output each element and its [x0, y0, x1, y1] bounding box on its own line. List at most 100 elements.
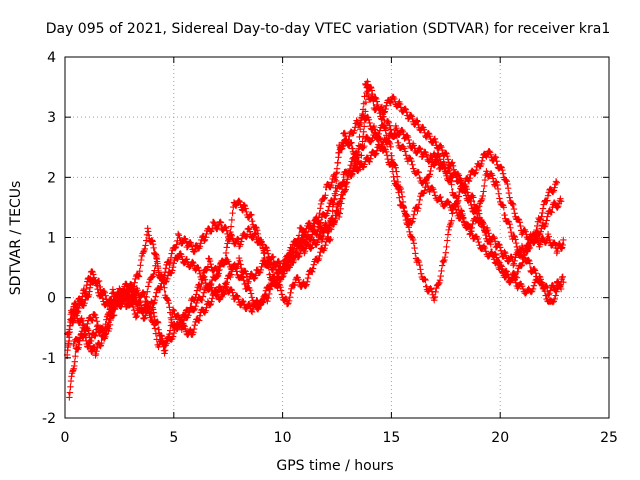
data-point: [190, 302, 193, 305]
data-point: [433, 140, 437, 143]
data-point: [83, 290, 86, 293]
data-point: [224, 254, 228, 257]
data-point: [355, 121, 358, 125]
data-point: [216, 290, 219, 293]
data-point: [342, 176, 345, 179]
data-point: [70, 320, 73, 323]
data-point: [250, 218, 254, 221]
data-point: [89, 272, 93, 275]
data-point: [198, 314, 202, 317]
data-point: [70, 308, 73, 311]
data-point: [527, 290, 530, 293]
data-point: [224, 284, 228, 287]
data-point: [538, 278, 541, 281]
data-point: [100, 338, 104, 341]
data-point: [185, 242, 189, 245]
data-point: [268, 272, 271, 275]
x-tick-labels: 0 5 10 15 20 25: [61, 430, 618, 446]
x-tick-label: 0: [61, 430, 70, 446]
data-point: [92, 278, 95, 281]
data-point: [285, 302, 289, 305]
data-point: [102, 332, 106, 335]
data-point: [385, 121, 389, 125]
data-point: [181, 320, 184, 323]
data-point: [176, 254, 180, 257]
data-point: [94, 350, 97, 354]
data-point: [433, 296, 437, 299]
x-tick-label: 10: [274, 430, 292, 446]
data-point: [259, 242, 263, 245]
data-point: [250, 308, 254, 311]
data-point: [255, 302, 258, 305]
y-axis-label: SDTVAR / TECUs: [8, 181, 24, 296]
data-point: [298, 242, 302, 245]
data-point: [516, 284, 519, 287]
data-point: [113, 308, 117, 311]
data-point: [366, 79, 369, 83]
data-point: [559, 200, 563, 203]
data-point: [277, 272, 280, 275]
data-point: [324, 188, 328, 191]
data-point: [85, 296, 88, 299]
data-point: [246, 230, 249, 233]
data-point: [100, 296, 104, 299]
data-point: [159, 284, 162, 287]
data-point: [118, 290, 121, 293]
data-point: [74, 350, 78, 354]
data-point: [220, 296, 223, 299]
data-point: [311, 266, 315, 269]
data-point: [157, 344, 160, 347]
data-point: [320, 218, 323, 221]
data-point: [146, 302, 149, 305]
data-point: [459, 188, 463, 191]
data-point: [172, 308, 175, 311]
data-point: [403, 134, 406, 137]
data-point: [68, 392, 71, 396]
data-point: [396, 140, 400, 143]
data-point: [442, 152, 445, 155]
data-point: [390, 164, 393, 167]
data-point: [346, 176, 350, 179]
data-point: [494, 260, 498, 263]
data-point: [512, 236, 515, 239]
data-point: [407, 158, 411, 161]
data-point: [451, 188, 454, 191]
data-point: [516, 272, 519, 275]
data-point: [168, 272, 171, 275]
y-tick-labels: -2 -1 0 1 2 3 4: [42, 50, 56, 427]
data-point: [372, 103, 376, 107]
data-point: [135, 290, 139, 293]
data-point: [429, 158, 432, 161]
data-point: [153, 248, 156, 251]
data-point: [483, 248, 487, 251]
data-point: [111, 290, 115, 293]
data-point: [298, 230, 302, 233]
data-point: [418, 176, 421, 179]
data-point: [194, 266, 197, 269]
data-point: [242, 302, 245, 305]
data-point: [512, 260, 515, 263]
data-point: [190, 308, 193, 311]
data-point: [303, 248, 306, 251]
data-point: [333, 176, 337, 179]
data-point: [137, 272, 141, 275]
data-point: [562, 278, 565, 281]
y-tick-label: 3: [47, 110, 56, 126]
data-point: [442, 260, 445, 263]
data-point: [185, 260, 189, 263]
data-point: [233, 296, 236, 299]
data-point: [316, 230, 319, 233]
data-point: [468, 176, 471, 179]
data-point: [337, 212, 341, 215]
data-point: [433, 152, 437, 155]
data-point: [364, 140, 367, 143]
data-point: [425, 134, 428, 137]
x-axis-label: GPS time / hours: [276, 458, 393, 474]
y-tick-label: -2: [42, 411, 56, 427]
data-point: [220, 224, 223, 227]
data-point: [266, 296, 269, 299]
data-point: [494, 158, 498, 161]
data-point: [542, 224, 545, 227]
data-point: [420, 152, 424, 155]
data-point: [155, 260, 158, 263]
